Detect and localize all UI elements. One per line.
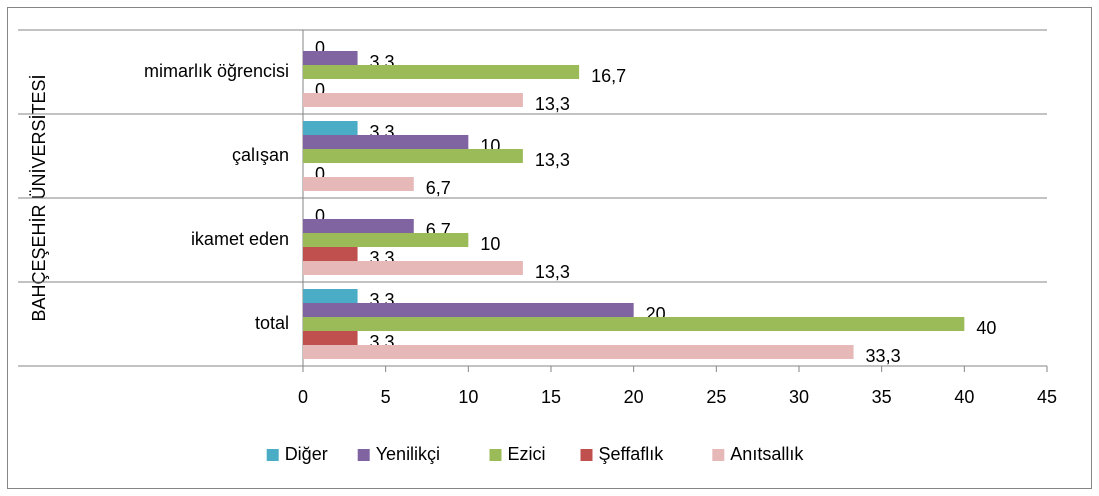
data-label: 13,3: [535, 150, 570, 170]
data-label: 0: [315, 206, 325, 226]
bar: [303, 121, 358, 135]
bar: [303, 177, 414, 191]
bar: [303, 317, 965, 331]
bar: [303, 149, 523, 163]
bar: [303, 331, 358, 345]
y-tick-label: çalışan: [232, 145, 289, 165]
legend-swatch: [712, 449, 725, 461]
x-tick-label: 0: [298, 387, 308, 407]
bar: [303, 135, 469, 149]
x-tick-label: 30: [789, 387, 809, 407]
bar: [303, 261, 523, 275]
legend-swatch: [357, 449, 370, 461]
bar: [303, 303, 634, 317]
data-label: 13,3: [535, 94, 570, 114]
data-label: 13,3: [535, 262, 570, 282]
x-tick-label: 5: [381, 387, 391, 407]
data-label: 6,7: [426, 178, 451, 198]
legend-label: Yenilikçi: [376, 444, 440, 464]
x-tick-label: 25: [706, 387, 726, 407]
legend-label: Diğer: [285, 444, 328, 464]
data-label: 16,7: [591, 66, 626, 86]
data-label: 0: [315, 80, 325, 100]
bar: [303, 65, 580, 79]
bar: [303, 345, 854, 359]
y-tick-label: ikamet eden: [191, 229, 289, 249]
x-tick-label: 20: [624, 387, 644, 407]
y-tick-label: mimarlık öğrencisi: [144, 61, 289, 81]
chart-border: [7, 7, 1092, 489]
x-tick-label: 15: [541, 387, 561, 407]
bar: [303, 233, 469, 247]
data-label: 10: [480, 234, 500, 254]
legend-swatch: [580, 449, 593, 461]
y-tick-label: total: [255, 313, 289, 333]
data-label: 33,3: [866, 346, 901, 366]
legend-label: Şeffaflık: [599, 444, 665, 464]
bar: [303, 219, 414, 233]
legend-label: Anıtsallık: [730, 444, 804, 464]
bar: [303, 93, 523, 107]
legend-swatch: [489, 449, 502, 461]
bar: [303, 247, 358, 261]
x-tick-label: 45: [1037, 387, 1057, 407]
data-label: 40: [976, 318, 996, 338]
x-tick-label: 35: [872, 387, 892, 407]
data-label: 0: [315, 164, 325, 184]
bar: [303, 51, 358, 65]
x-tick-label: 40: [954, 387, 974, 407]
legend-swatch: [266, 449, 279, 461]
data-label: 0: [315, 38, 325, 58]
x-tick-label: 10: [458, 387, 478, 407]
legend-label: Ezici: [508, 444, 546, 464]
bar: [303, 289, 358, 303]
